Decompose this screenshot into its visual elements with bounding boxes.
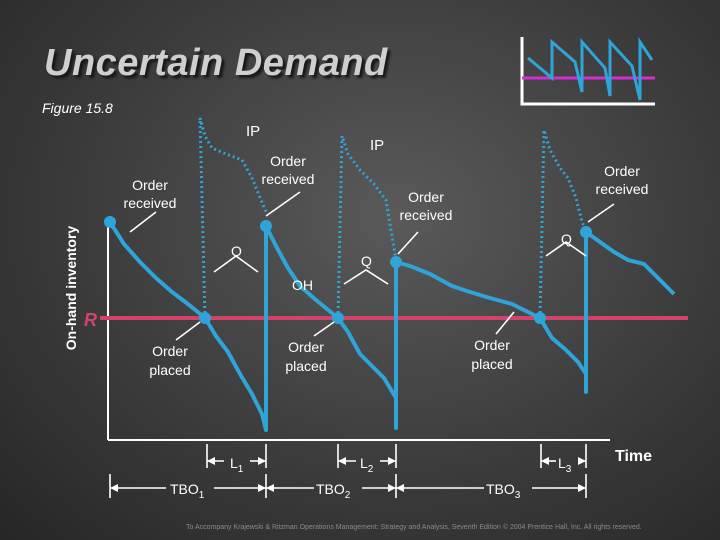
inventory-position-1	[198, 117, 268, 319]
q-label-1: Q	[231, 243, 242, 259]
lead-time-label-2: L2	[360, 455, 374, 475]
q-label-2: Q	[361, 253, 372, 269]
ip-label-1: IP	[246, 123, 260, 140]
q-label-3: Q	[561, 231, 572, 247]
lead-time-label-1: L1	[230, 455, 244, 475]
order-placed-label-3-line2: placed	[471, 356, 512, 372]
tbo-label-1: TBO1	[170, 481, 205, 501]
tbo-label-3: TBO3	[486, 481, 521, 501]
order-placed-label-1-line2: placed	[149, 362, 190, 378]
order-placed-label-2-line1: Order	[288, 339, 324, 355]
order-placed-label-1-line1: Order	[152, 343, 188, 359]
footer-copyright: To Accompany Krajewski & Ritzman Operati…	[186, 524, 642, 531]
order-placed-point-1	[199, 312, 211, 324]
order-placed-point-3	[534, 312, 546, 324]
order-received-label-4-line2: received	[596, 181, 649, 197]
order-placed-label-2-line2: placed	[285, 358, 326, 374]
annotation-lines	[129, 191, 615, 341]
ip-label-2: IP	[370, 137, 384, 154]
order-received-labels: Order received Order received Order rece…	[124, 153, 649, 223]
start-point	[104, 216, 116, 228]
slide-title: Uncertain Demand	[44, 42, 388, 84]
order-received-label-4-line1: Order	[604, 163, 640, 179]
order-received-point-2	[390, 256, 402, 268]
order-received-label-1-line2: received	[124, 195, 177, 211]
reorder-point-label: R	[84, 310, 97, 330]
figure-label: Figure 15.8	[42, 100, 113, 116]
inventory-position-3	[538, 129, 588, 319]
order-received-label-2-line2: received	[262, 171, 315, 187]
order-received-label-1-line1: Order	[132, 177, 168, 193]
tbo-arrowheads	[110, 484, 586, 492]
lead-time-markers	[206, 444, 587, 468]
tbo-label-2: TBO2	[316, 481, 351, 501]
order-received-point-3	[580, 226, 592, 238]
y-axis-label: On-hand inventory	[63, 226, 79, 351]
order-placed-point-2	[332, 312, 344, 324]
inventory-position-2	[336, 135, 398, 319]
order-received-label-2-line1: Order	[270, 153, 306, 169]
order-received-label-3-line2: received	[400, 207, 453, 223]
sawtooth-logo-icon	[520, 37, 655, 106]
order-received-label-3-line1: Order	[408, 189, 444, 205]
order-received-point-1	[260, 220, 272, 232]
order-placed-label-3-line1: Order	[474, 337, 510, 353]
order-placed-labels: Order placed Order placed Order placed	[149, 337, 512, 378]
x-axis-label: Time	[615, 448, 652, 465]
tbo-markers	[109, 474, 587, 498]
lead-time-label-3: L3	[558, 455, 572, 475]
lead-time-arrowheads	[207, 457, 586, 465]
oh-label: OH	[292, 277, 313, 293]
on-hand-inventory-line	[108, 220, 676, 432]
